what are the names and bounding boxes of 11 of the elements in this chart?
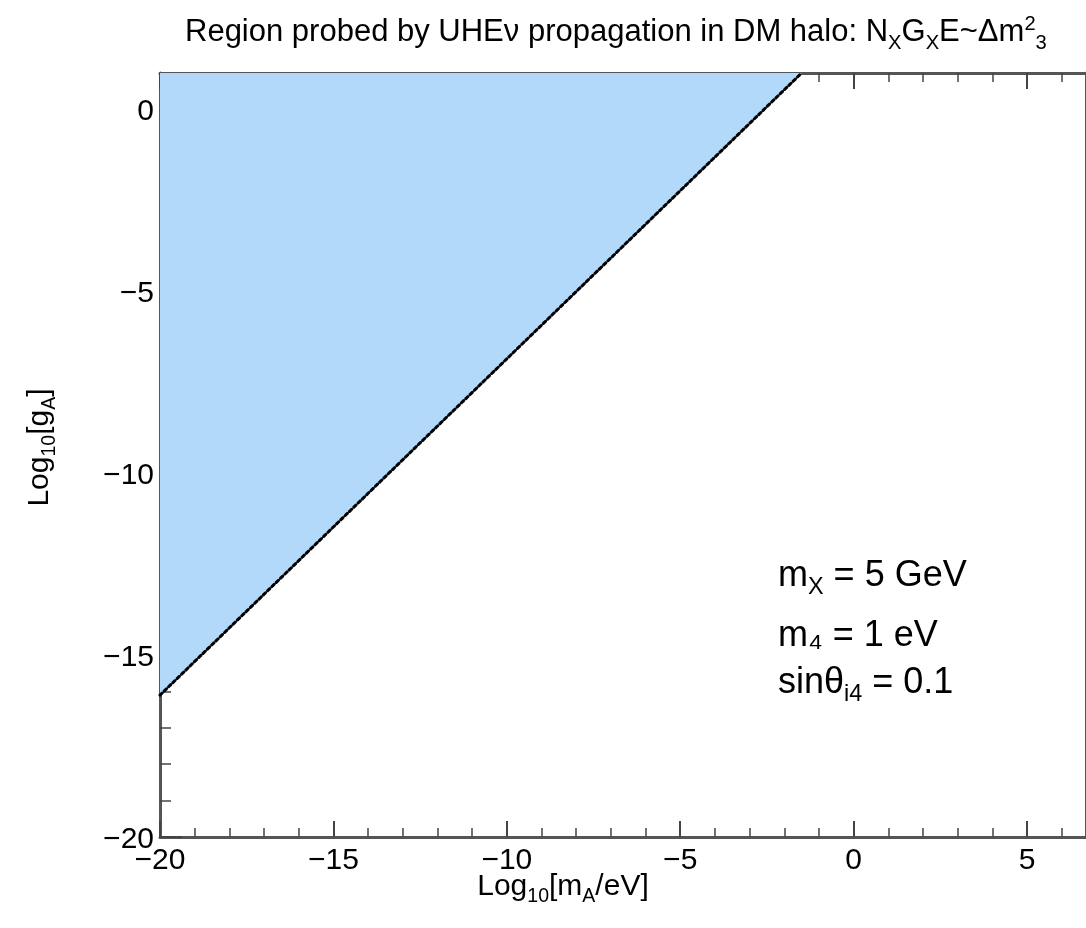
x-tick-label: 0 <box>845 841 862 875</box>
annotation: m₄ = 1 eV <box>778 612 939 657</box>
y-tick-label: −10 <box>103 456 154 490</box>
x-tick-label: −5 <box>663 841 698 875</box>
annotation: sinθ$_{i4}$ = 0.1 <box>778 659 955 709</box>
x-tick-label: −15 <box>307 841 359 875</box>
y-tick-label: −15 <box>103 638 154 672</box>
x-tick-label: 5 <box>1018 841 1036 875</box>
y-tick-label: 0 <box>137 92 154 126</box>
y-tick-label: −5 <box>119 274 154 308</box>
annotation: m$_{X}$ = 5 GeV <box>778 552 967 602</box>
